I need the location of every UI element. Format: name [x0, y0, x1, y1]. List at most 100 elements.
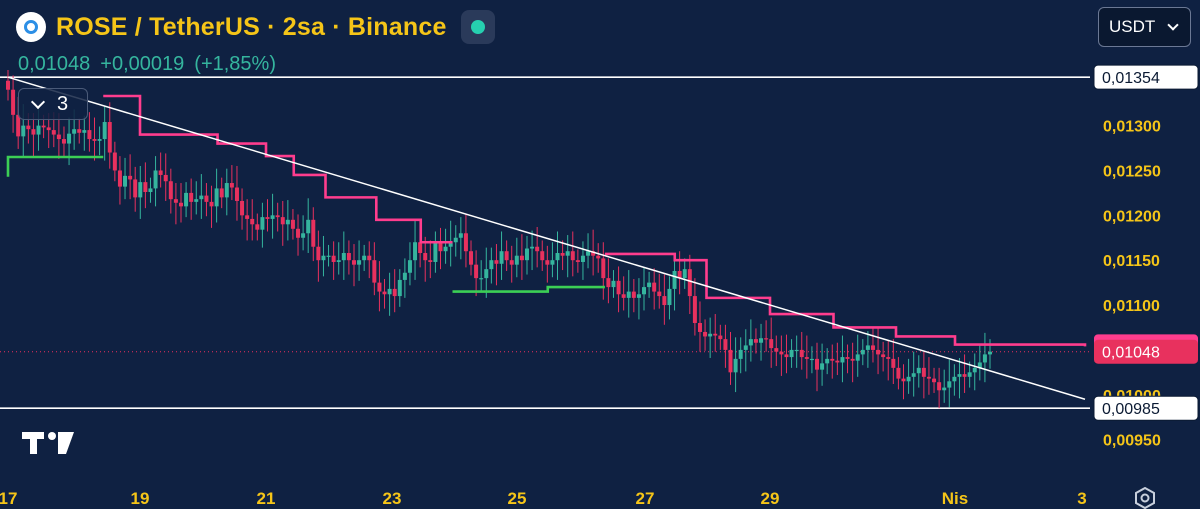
market-status-button[interactable]: [460, 10, 495, 44]
candle: [418, 242, 423, 254]
candle: [82, 130, 87, 133]
candle: [682, 269, 687, 279]
candle: [825, 358, 830, 364]
candle: [769, 339, 774, 349]
candle: [921, 367, 926, 377]
candle: [484, 269, 489, 279]
candle: [51, 130, 56, 135]
candle: [21, 125, 26, 137]
candle: [163, 174, 168, 182]
candle: [56, 134, 61, 140]
candle: [265, 217, 270, 219]
candle: [41, 125, 46, 128]
price-tag-label: 0,00985: [1102, 401, 1160, 418]
symbol-title[interactable]: ROSE / TetherUS · 2sa · Binance: [56, 12, 447, 41]
candles: [6, 69, 992, 409]
candle: [601, 258, 606, 279]
candle: [952, 376, 957, 382]
candle: [260, 217, 265, 230]
candle: [728, 349, 733, 373]
candle: [301, 233, 306, 238]
candle: [937, 382, 942, 391]
candle: [270, 215, 275, 219]
y-tick-label: 0,01200: [1103, 208, 1161, 225]
candle: [865, 345, 870, 350]
candle: [616, 280, 621, 295]
candle: [779, 351, 784, 355]
candle: [443, 246, 448, 252]
candle: [438, 242, 443, 252]
currency-value: USDT: [1109, 17, 1156, 36]
candle: [469, 251, 474, 265]
candle: [194, 199, 199, 202]
candle: [351, 260, 356, 265]
candle: [72, 129, 77, 134]
candle: [916, 367, 921, 374]
candle: [891, 358, 896, 368]
candle: [703, 331, 708, 337]
candle: [311, 219, 316, 247]
candle: [316, 246, 321, 261]
candle: [433, 242, 438, 262]
candle: [209, 201, 214, 207]
x-tick-label: 3: [1077, 489, 1086, 508]
candle: [967, 372, 972, 377]
market-status-icon: [470, 20, 485, 34]
chevron-down-icon: [30, 94, 46, 109]
candle: [932, 378, 937, 383]
candle: [138, 182, 143, 198]
price-tag-label: 0,01048: [1102, 345, 1160, 362]
candle: [407, 260, 412, 273]
candle: [168, 181, 173, 200]
candle: [550, 260, 555, 265]
candle: [906, 376, 911, 382]
candle: [570, 251, 575, 261]
candle: [382, 291, 387, 295]
candle: [321, 255, 326, 261]
x-tick-label: 17: [0, 489, 17, 508]
price-tag-bg: [1093, 64, 1199, 90]
candle: [713, 333, 718, 336]
candle: [947, 381, 952, 388]
candle: [636, 294, 641, 298]
candle: [631, 291, 636, 298]
candle: [672, 270, 677, 289]
candle: [392, 288, 397, 297]
candle: [494, 260, 499, 264]
candle: [234, 187, 239, 201]
supertrend-segment-2: [452, 285, 605, 293]
candle: [204, 195, 209, 202]
candle: [743, 345, 748, 350]
candle: [575, 260, 580, 262]
candle: [280, 217, 285, 225]
chart-header: ROSE / TetherUS · 2sa · Binance: [16, 10, 495, 44]
candle: [957, 374, 962, 377]
supertrend-segment-0: [6, 155, 104, 177]
candle: [845, 357, 850, 359]
candle: [214, 188, 219, 207]
last-price: 0,01048: [18, 53, 91, 75]
x-tick-label: 23: [383, 489, 402, 508]
candle: [107, 122, 112, 153]
candle: [840, 357, 845, 363]
candle: [860, 349, 865, 355]
candle: [61, 139, 66, 144]
candle: [692, 296, 697, 323]
candle: [423, 253, 428, 261]
currency-select[interactable]: USDT: [1098, 7, 1191, 47]
candle: [402, 272, 407, 280]
candle: [372, 260, 377, 283]
candle: [820, 363, 825, 370]
candle: [580, 255, 585, 262]
candle: [855, 354, 860, 361]
candle: [341, 253, 346, 261]
price-summary: 0,01048 +0,00019 (+1,85%): [18, 53, 276, 76]
settings-icon[interactable]: [1134, 487, 1156, 509]
candle: [870, 345, 875, 350]
candle: [586, 251, 591, 256]
indicators-toggle-button[interactable]: 3: [18, 88, 88, 120]
candle: [774, 348, 779, 352]
candle: [876, 349, 881, 355]
trendline-group: [7, 76, 1086, 400]
